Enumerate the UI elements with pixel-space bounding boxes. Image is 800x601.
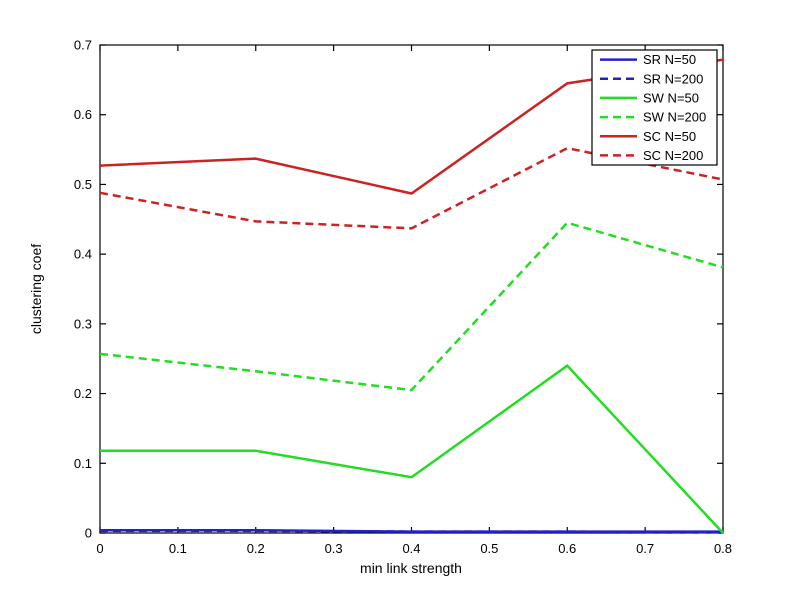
x-tick-label: 0.6 bbox=[558, 541, 576, 556]
x-tick-label: 0.8 bbox=[714, 541, 732, 556]
x-tick-label: 0.1 bbox=[169, 541, 187, 556]
y-tick-label: 0.2 bbox=[74, 386, 92, 401]
x-tick-label: 0.5 bbox=[480, 541, 498, 556]
legend-label: SC N=50 bbox=[643, 129, 696, 144]
series-line-sc-n-200 bbox=[99, 146, 724, 230]
y-tick-label: 0 bbox=[85, 526, 92, 541]
x-tick-label: 0.2 bbox=[247, 541, 265, 556]
y-tick-label: 0.3 bbox=[74, 316, 92, 331]
legend-label: SR N=200 bbox=[643, 71, 703, 86]
x-tick-label: 0.7 bbox=[636, 541, 654, 556]
y-axis-label: clustering coef bbox=[28, 244, 44, 334]
y-tick-label: 0.5 bbox=[74, 177, 92, 192]
y-tick-label: 0.7 bbox=[74, 38, 92, 53]
x-tick-label: 0.4 bbox=[402, 541, 420, 556]
legend-label: SW N=200 bbox=[643, 110, 706, 125]
legend-label: SW N=50 bbox=[643, 90, 699, 105]
x-tick-label: 0.3 bbox=[325, 541, 343, 556]
legend-box bbox=[591, 49, 718, 166]
series-line-sr-n-50 bbox=[100, 528, 723, 533]
plot-area: 0 0.1 0.2 0.3 0.4 0.5 0.6 0.7 0.8 0 0.1 0.2 0.3 0.4 0.… bbox=[74, 38, 732, 557]
y-tick-label: 0.6 bbox=[74, 107, 92, 122]
y-tick-label: 0.1 bbox=[74, 456, 92, 471]
legend-label: SC N=200 bbox=[643, 148, 703, 163]
legend-label: SR N=50 bbox=[643, 52, 696, 67]
x-tick-label: 0 bbox=[96, 541, 103, 556]
series-line-sw-n-200 bbox=[99, 221, 724, 392]
series-line-sw-n-50 bbox=[100, 364, 724, 534]
x-axis-label: min link strength bbox=[360, 560, 462, 576]
y-tick-label: 0.4 bbox=[74, 247, 92, 262]
